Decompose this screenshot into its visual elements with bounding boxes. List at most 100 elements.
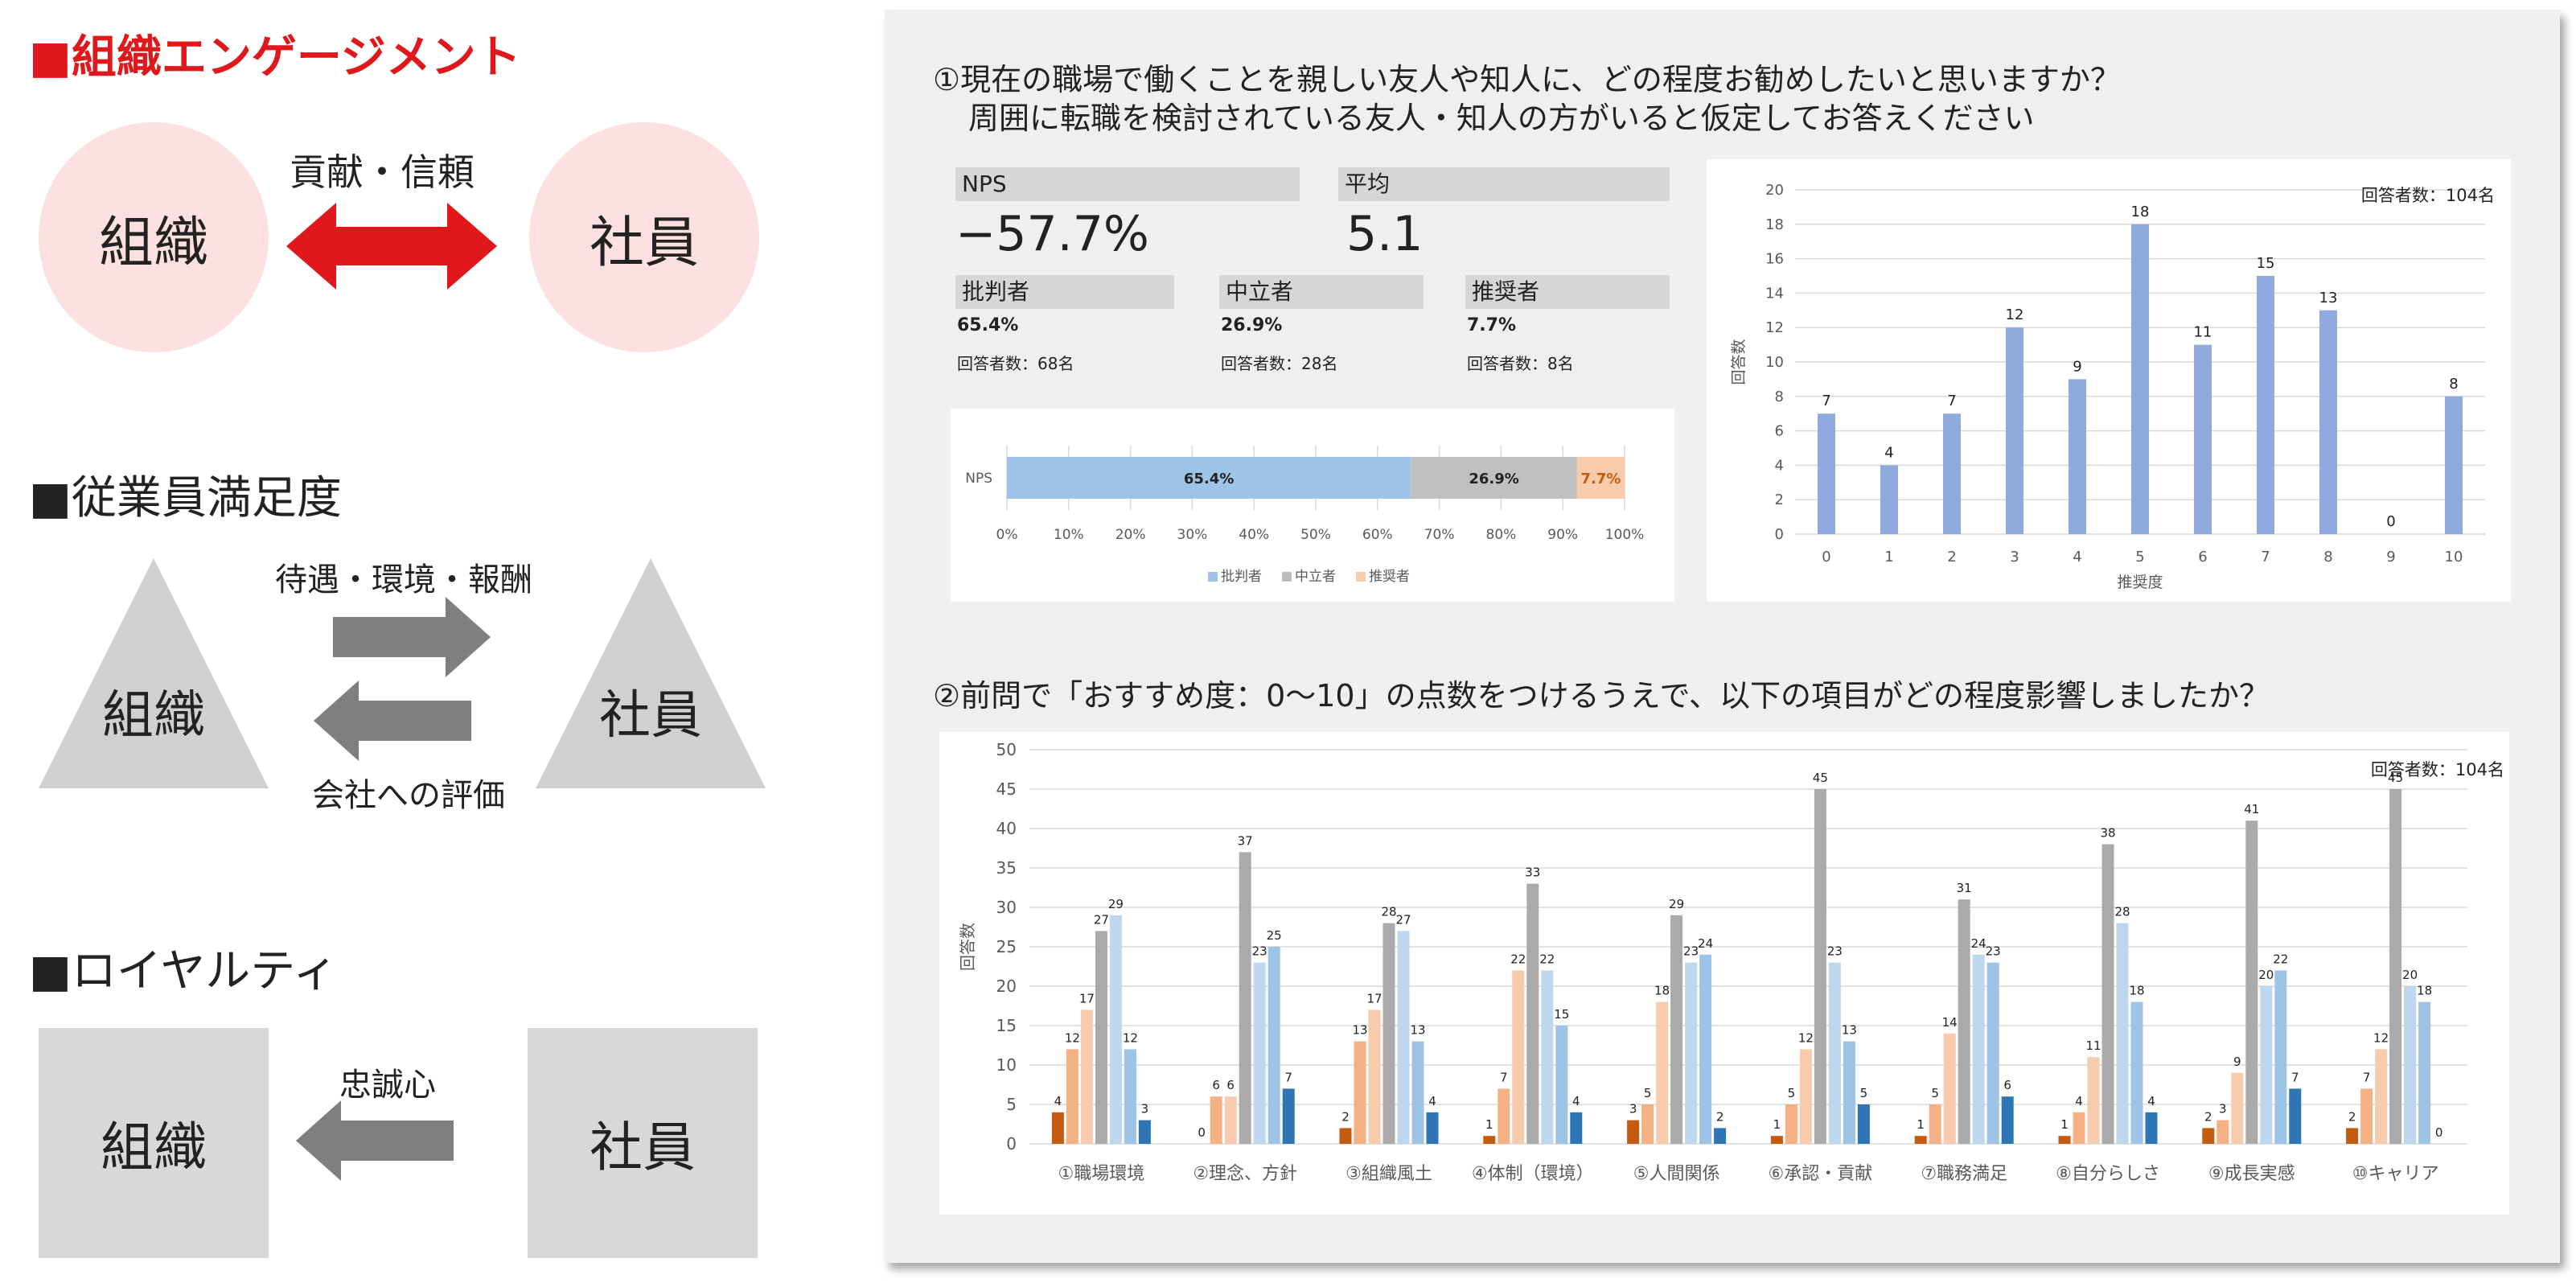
bar <box>2245 820 2258 1144</box>
bar <box>1210 1096 1222 1144</box>
x-tick-label: 40% <box>1239 527 1269 543</box>
data-label: 3 <box>1629 1102 1637 1116</box>
data-label: 11 <box>2194 324 2212 341</box>
left-arrow-icon <box>314 681 471 761</box>
left-arrow-icon <box>296 1100 454 1181</box>
y-category-label: NPS <box>965 471 992 487</box>
bar <box>1239 852 1251 1144</box>
bar <box>2087 1057 2100 1144</box>
data-label: 12 <box>1123 1030 1138 1045</box>
bar <box>2101 844 2114 1144</box>
x-tick-label: ⑨成長実感 <box>2208 1164 2295 1184</box>
bar <box>2231 1072 2244 1144</box>
legend-swatch <box>1208 572 1218 582</box>
legend-swatch <box>1282 572 1292 582</box>
data-label: 5 <box>1788 1086 1796 1100</box>
y-tick-label: 16 <box>1765 251 1784 268</box>
promoter-percent: 7.7% <box>1467 315 1517 335</box>
y-tick-label: 30 <box>996 898 1017 917</box>
data-label: 18 <box>2129 984 2144 998</box>
bar <box>1080 1010 1093 1144</box>
data-label: 12 <box>2006 306 2024 323</box>
data-label: 7 <box>2291 1070 2299 1084</box>
data-label: 7 <box>1500 1070 1508 1084</box>
engagement-arrow-label: 貢献・信頼 <box>290 150 475 194</box>
bar <box>2069 379 2086 534</box>
passive-count: 回答者数：28名 <box>1221 354 1338 373</box>
data-label: 9 <box>2233 1055 2241 1069</box>
average-value: 5.1 <box>1346 206 1424 262</box>
y-tick-label: 40 <box>996 819 1017 838</box>
x-tick-label: 8 <box>2323 549 2332 565</box>
bar <box>1785 1104 1797 1144</box>
bar <box>1066 1049 1078 1144</box>
data-label: 9 <box>2073 358 2081 375</box>
legend-label: 推奨者 <box>1369 569 1410 585</box>
detractor-percent: 65.4% <box>957 315 1019 335</box>
data-label: 18 <box>1654 984 1670 998</box>
bar <box>1339 1128 1352 1144</box>
x-tick-label: ①職場環境 <box>1058 1164 1145 1184</box>
survey-panel: ①現在の職場で働くことを親しい友人や知人に、どの程度お勧めしたいと思いますか？ … <box>885 10 2560 1263</box>
x-tick-label: ⑥承認・貢献 <box>1769 1164 1873 1184</box>
bar <box>1770 1136 1783 1144</box>
data-label: 0 <box>1198 1125 1206 1140</box>
bar <box>1541 970 1554 1144</box>
data-label: 11 <box>2085 1038 2101 1053</box>
legend-label: 批判者 <box>1221 569 1262 585</box>
y-tick-label: 6 <box>1775 423 1784 440</box>
bar <box>2260 986 2273 1144</box>
bar <box>1397 931 1410 1144</box>
bar <box>1526 883 1539 1144</box>
data-label: 45 <box>1813 771 1828 785</box>
y-tick-label: 10 <box>1765 354 1784 371</box>
data-label: 12 <box>2373 1030 2389 1045</box>
loyalty-title: ■ロイヤルティ <box>29 945 338 997</box>
bar <box>1426 1112 1439 1144</box>
data-label: 4 <box>1572 1094 1580 1108</box>
legend-label: 中立者 <box>1295 569 1336 585</box>
bar <box>1986 962 1999 1144</box>
bar <box>2194 344 2212 534</box>
data-label: 28 <box>2114 905 2130 919</box>
data-label: 2 <box>2348 1109 2356 1124</box>
x-tick-label: 4 <box>2073 549 2081 565</box>
data-label: 6 <box>2003 1078 2011 1092</box>
bar <box>1641 1104 1654 1144</box>
data-label: 20 <box>2258 968 2274 982</box>
loyalty-employee-box: 社員 <box>528 1028 758 1258</box>
x-tick-label: 1 <box>1884 549 1893 565</box>
data-label: 15 <box>1554 1007 1569 1022</box>
respondent-count-annotation: 回答者数：104名 <box>2371 760 2504 779</box>
data-label: 37 <box>1238 833 1253 848</box>
loyalty-org-label: 組織 <box>101 1116 207 1178</box>
data-label: 4 <box>1884 444 1893 461</box>
y-tick-label: 0 <box>1006 1134 1017 1153</box>
question-1-line1: ①現在の職場で働くことを親しい友人や知人に、どの程度お勧めしたいと思いますか？ <box>933 62 2121 97</box>
y-tick-label: 4 <box>1775 457 1784 474</box>
bar <box>1138 1120 1151 1144</box>
detractor-count: 回答者数：68名 <box>957 354 1074 373</box>
y-tick-label: 8 <box>1775 389 1784 405</box>
loyalty-org-box: 組織 <box>39 1028 269 1258</box>
data-label: 23 <box>1683 944 1699 959</box>
x-tick-label: 7 <box>2261 549 2270 565</box>
bar <box>2289 1088 2302 1144</box>
bar <box>2445 396 2463 534</box>
data-label: 7 <box>1947 393 1956 409</box>
data-label: 13 <box>1410 1023 1425 1038</box>
bar <box>1512 970 1525 1144</box>
bar <box>1095 931 1107 1144</box>
x-tick-label: ⑦職務満足 <box>1921 1164 2007 1184</box>
satisfaction-org-label: 組織 <box>102 686 205 746</box>
bar <box>2360 1088 2373 1144</box>
data-label: 7.7% <box>1580 471 1621 487</box>
data-label: 45 <box>2388 771 2403 785</box>
y-tick-label: 20 <box>996 977 1017 996</box>
data-label: 65.4% <box>1184 471 1234 487</box>
engagement-title: ■組織エンゲージメント <box>29 31 521 84</box>
bar <box>1368 1010 1381 1144</box>
data-label: 22 <box>1510 952 1526 966</box>
bar <box>1354 1041 1366 1144</box>
x-tick-label: 10% <box>1054 527 1084 543</box>
